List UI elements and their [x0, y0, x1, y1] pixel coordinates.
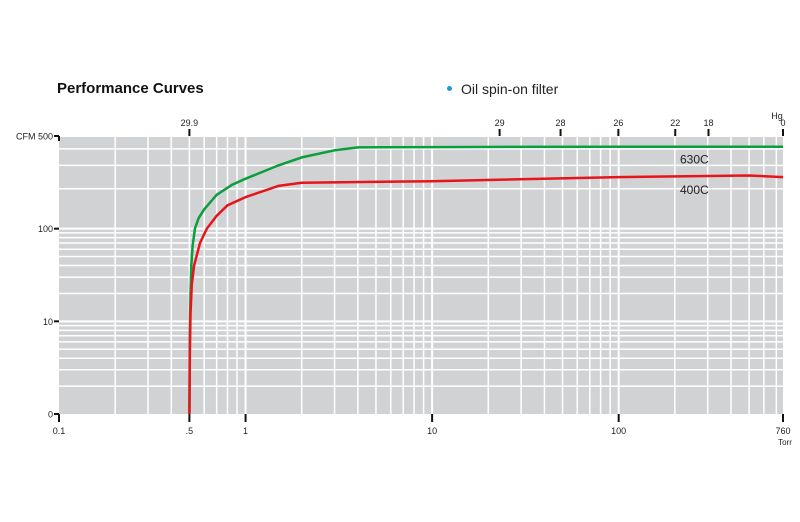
x-tick-label: 760 [775, 426, 790, 436]
top-tick-label: 22 [670, 118, 680, 128]
x-tick-label: 1 [243, 426, 248, 436]
chart-title: Performance Curves [57, 80, 204, 97]
top-axis-label: Hg [771, 111, 783, 121]
top-tick-label: 29.9 [181, 118, 199, 128]
series-label-400C: 400C [680, 183, 709, 197]
y-tick-label: 0 [48, 410, 53, 420]
series-line-630C [188, 145, 783, 415]
x-tick-label: 100 [611, 426, 626, 436]
y-tick-label: 10 [43, 317, 53, 327]
top-tick-label: 28 [556, 118, 566, 128]
x-tick-label: 10 [427, 426, 437, 436]
y-tick-label: CFM 500 [16, 132, 53, 142]
legend: Oil spin-on filter [447, 81, 558, 97]
top-tick-label: 0 [780, 118, 785, 128]
series-line-400C [188, 174, 784, 415]
top-tick-label: 29 [495, 118, 505, 128]
top-tick-label: 18 [703, 118, 713, 128]
x-tick-label: .5 [186, 426, 194, 436]
legend-bullet-icon [447, 85, 452, 91]
y-tick-label: 100 [38, 224, 53, 234]
legend-label: Oil spin-on filter [461, 81, 559, 97]
series-label-630C: 630C [680, 153, 709, 167]
top-tick-label: 26 [613, 118, 623, 128]
x-axis-label: Torr [778, 438, 792, 447]
x-tick-label: 0.1 [53, 426, 66, 436]
